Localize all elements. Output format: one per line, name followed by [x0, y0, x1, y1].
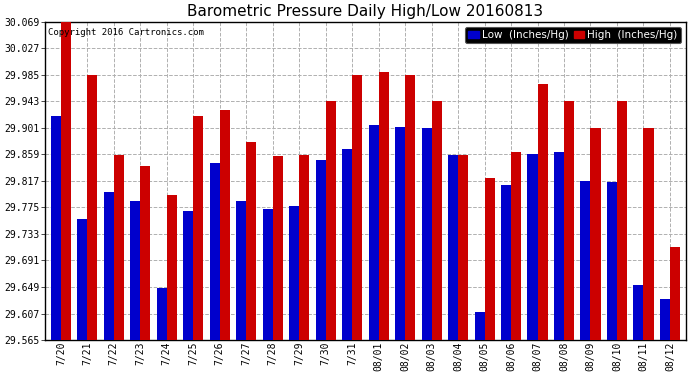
Bar [475, 312, 484, 340]
Bar [273, 156, 283, 340]
Bar [315, 160, 326, 340]
Bar [210, 163, 219, 340]
Bar [368, 124, 379, 340]
Bar [564, 101, 574, 340]
Bar [607, 182, 617, 340]
Bar [352, 75, 362, 340]
Bar [61, 22, 71, 340]
Bar [379, 72, 388, 340]
Bar [511, 153, 521, 340]
Bar [236, 201, 246, 340]
Bar [326, 101, 336, 340]
Bar [554, 153, 564, 340]
Bar [432, 101, 442, 340]
Bar [591, 128, 600, 340]
Bar [527, 154, 538, 340]
Legend: Low  (Inches/Hg), High  (Inches/Hg): Low (Inches/Hg), High (Inches/Hg) [465, 27, 680, 43]
Bar [140, 166, 150, 340]
Bar [422, 128, 432, 340]
Bar [167, 195, 177, 340]
Bar [458, 155, 468, 340]
Bar [51, 116, 61, 340]
Bar [219, 110, 230, 340]
Bar [644, 128, 653, 340]
Bar [484, 178, 495, 340]
Bar [501, 185, 511, 340]
Bar [114, 155, 124, 340]
Bar [395, 127, 405, 340]
Bar [77, 219, 88, 340]
Text: Copyright 2016 Cartronics.com: Copyright 2016 Cartronics.com [48, 28, 204, 37]
Bar [538, 84, 548, 340]
Title: Barometric Pressure Daily High/Low 20160813: Barometric Pressure Daily High/Low 20160… [188, 4, 544, 19]
Bar [289, 206, 299, 340]
Bar [617, 101, 627, 340]
Bar [633, 285, 644, 340]
Bar [104, 192, 114, 340]
Bar [193, 116, 204, 340]
Bar [405, 75, 415, 340]
Bar [184, 211, 193, 340]
Bar [88, 75, 97, 340]
Bar [130, 201, 140, 340]
Bar [342, 148, 352, 340]
Bar [299, 155, 309, 340]
Bar [660, 299, 670, 340]
Bar [670, 247, 680, 340]
Bar [246, 142, 256, 340]
Bar [448, 155, 458, 340]
Bar [157, 288, 167, 340]
Bar [580, 181, 591, 340]
Bar [263, 209, 273, 340]
